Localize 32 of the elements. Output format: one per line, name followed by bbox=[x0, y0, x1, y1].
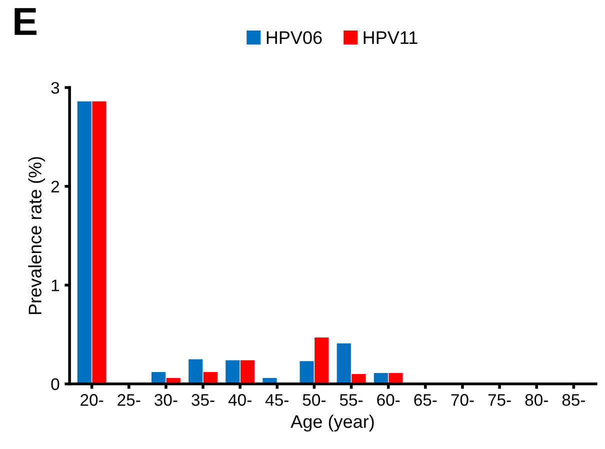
y-tick-label: 1 bbox=[52, 280, 60, 292]
y-axis-title: Prevalence rate (%) bbox=[28, 157, 46, 314]
y-tick-label: 2 bbox=[51, 180, 60, 192]
bar bbox=[314, 337, 329, 384]
bar bbox=[336, 343, 351, 384]
x-tick-label: 65- bbox=[414, 394, 437, 406]
x-axis-title: Age (year) bbox=[290, 414, 374, 432]
y-tick-label: 3 bbox=[51, 82, 60, 94]
x-tick-label: 40- bbox=[228, 394, 252, 406]
x-tick-label: 55- bbox=[340, 394, 363, 406]
x-tick-label: 20- bbox=[80, 394, 104, 406]
bar bbox=[240, 360, 255, 384]
x-tick-label: 85- bbox=[562, 394, 585, 406]
bar bbox=[77, 101, 92, 384]
x-tick-label: 45- bbox=[265, 394, 288, 406]
x-tick-label: 60- bbox=[377, 394, 400, 406]
x-tick-label: 70- bbox=[451, 394, 474, 406]
legend-label: HPV11 bbox=[364, 31, 418, 44]
bar bbox=[92, 101, 106, 384]
x-tick-label: 30- bbox=[154, 394, 178, 406]
bar bbox=[226, 360, 240, 384]
x-tick-label: 80- bbox=[525, 394, 548, 406]
x-tick-label: 35- bbox=[192, 394, 214, 406]
bar bbox=[388, 373, 403, 384]
legend-label: HPV06 bbox=[266, 31, 322, 44]
chart-title: E bbox=[14, 8, 37, 35]
bar bbox=[300, 361, 314, 384]
x-tick-label: 25- bbox=[118, 394, 140, 406]
x-tick-label: 50- bbox=[302, 394, 326, 406]
y-tick-label: 0 bbox=[51, 378, 60, 390]
x-tick-label: 75- bbox=[488, 394, 511, 406]
bar bbox=[188, 359, 203, 384]
